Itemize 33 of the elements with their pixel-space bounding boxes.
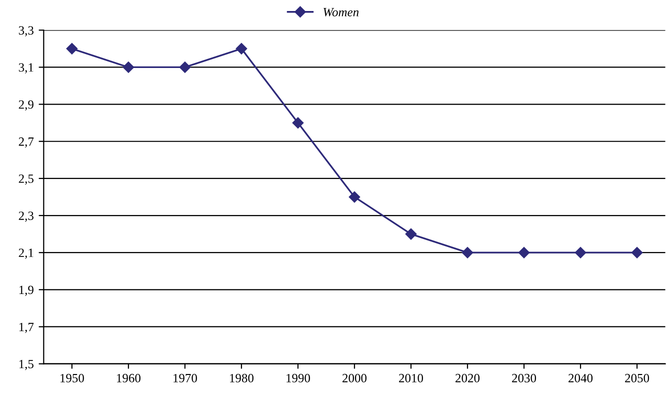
y-tick-label: 3,3 [18, 26, 34, 36]
y-tick-label: 2,5 [18, 174, 34, 185]
point [66, 43, 78, 54]
point [292, 117, 304, 128]
point [631, 246, 643, 258]
x-tick-label: 1990 [286, 374, 310, 382]
y-tick-label: 2,9 [18, 100, 34, 111]
point [518, 246, 530, 258]
point [179, 62, 191, 73]
x-tick-label: 2040 [568, 374, 593, 382]
x-tick-label: 1970 [174, 374, 197, 382]
y-tick-label: 2,7 [18, 137, 34, 148]
point [462, 246, 474, 258]
x-tick-label: 1980 [230, 374, 254, 382]
y-tick-label: 1,5 [19, 360, 34, 370]
point [236, 43, 248, 54]
y-tick-label: 1,7 [19, 322, 34, 333]
point [405, 228, 417, 240]
x-tick-label: 1950 [60, 374, 84, 382]
point [122, 62, 134, 73]
x-tick-label: 2020 [456, 374, 480, 382]
x-tick-label: 2000 [342, 374, 367, 382]
y-tick-label: 3,1 [18, 63, 34, 74]
y-tick-label: 1,9 [19, 286, 34, 296]
y-tick-label: 2,3 [18, 212, 34, 222]
x-tick-label: 1960 [117, 374, 140, 382]
legend-label: Women [324, 8, 359, 16]
point [574, 246, 586, 258]
point [348, 191, 360, 203]
x-tick-label: 2010 [399, 374, 424, 382]
y-tick-label: 2,1 [18, 248, 34, 259]
x-tick-label: 2030 [512, 374, 536, 382]
x-tick-label: 2050 [625, 374, 650, 382]
